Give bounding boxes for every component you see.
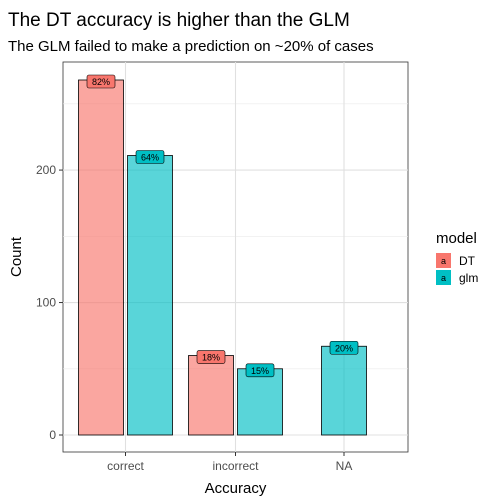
data-label: 20%	[335, 343, 353, 353]
data-label-box	[86, 74, 116, 89]
data-label: 18%	[202, 353, 220, 363]
bar-dt-incorrect	[188, 355, 234, 436]
data-label: 82%	[92, 77, 110, 87]
x-tick-label: correct	[107, 459, 144, 473]
data-label: 64%	[141, 153, 159, 163]
data-label-box	[135, 150, 165, 164]
legend-key-glyph: a	[441, 256, 446, 266]
legend-key-glyph: a	[441, 273, 446, 283]
x-axis-title: Accuracy	[205, 480, 267, 497]
legend-label: DT	[459, 254, 476, 268]
legend-key-glm	[436, 270, 451, 285]
data-label-box	[329, 340, 359, 355]
y-tick-label: 0	[49, 428, 56, 442]
chart-subtitle: The GLM failed to make a prediction on ~…	[8, 38, 374, 55]
data-label: 15%	[251, 366, 269, 376]
data-label-box	[196, 350, 226, 364]
data-labels: 82% 64% 18% 15% 20%	[86, 74, 359, 378]
bars	[78, 79, 367, 436]
bar-glm-NA	[321, 345, 367, 436]
x-axis: correct incorrect NA	[107, 452, 352, 473]
bar-glm-correct	[127, 155, 173, 436]
legend: model a DT a glm	[436, 230, 478, 285]
legend-label: glm	[459, 271, 478, 285]
x-tick-label: NA	[336, 459, 353, 473]
y-axis: 0 100 200	[36, 163, 63, 442]
y-tick-label: 100	[36, 296, 56, 310]
y-tick-label: 200	[36, 163, 56, 177]
x-tick-label: incorrect	[212, 459, 259, 473]
chart-title: The DT accuracy is higher than the GLM	[8, 10, 350, 31]
legend-title: model	[436, 230, 477, 247]
legend-key-dt	[436, 253, 451, 268]
bar-dt-correct	[78, 79, 124, 436]
data-label-box	[245, 363, 275, 378]
y-axis-title: Count	[8, 236, 25, 277]
bar-glm-incorrect	[237, 368, 283, 436]
